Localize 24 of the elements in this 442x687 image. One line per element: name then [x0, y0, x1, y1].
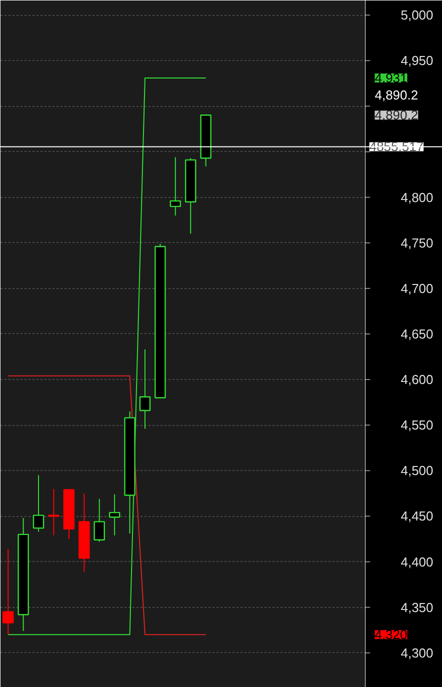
y-tick-label: 4,600 — [400, 372, 434, 388]
y-tick-label: 4,500 — [400, 463, 434, 478]
y-tick-label: 4,300 — [400, 645, 434, 660]
y-tick-label: 4,350 — [400, 600, 434, 615]
y-tick-label: 4,450 — [400, 508, 434, 524]
y-tick-label: 5,000 — [400, 8, 434, 23]
y-tick-label: 4,700 — [400, 280, 434, 296]
y-tick-label: 4,750 — [400, 235, 434, 250]
y-tick-label: 4,950 — [400, 53, 434, 68]
text: 4,890.2 — [374, 108, 418, 123]
candlestick — [108, 494, 120, 536]
candlestick — [32, 474, 44, 532]
text: 4,320 — [374, 627, 408, 642]
candlestick — [139, 348, 151, 430]
candlestick — [48, 488, 60, 536]
candlestick — [170, 156, 182, 216]
text: 4,931 — [374, 70, 408, 86]
candlestick — [94, 498, 105, 542]
y-tick-label: 4,550 — [400, 418, 434, 433]
y-tick-label: 4,400 — [400, 554, 434, 570]
y-tick-label: 4,800 — [400, 190, 434, 205]
text: 4,890.2 — [374, 88, 418, 103]
candlestick — [2, 548, 14, 636]
y-tick-label: 4,650 — [400, 326, 434, 342]
